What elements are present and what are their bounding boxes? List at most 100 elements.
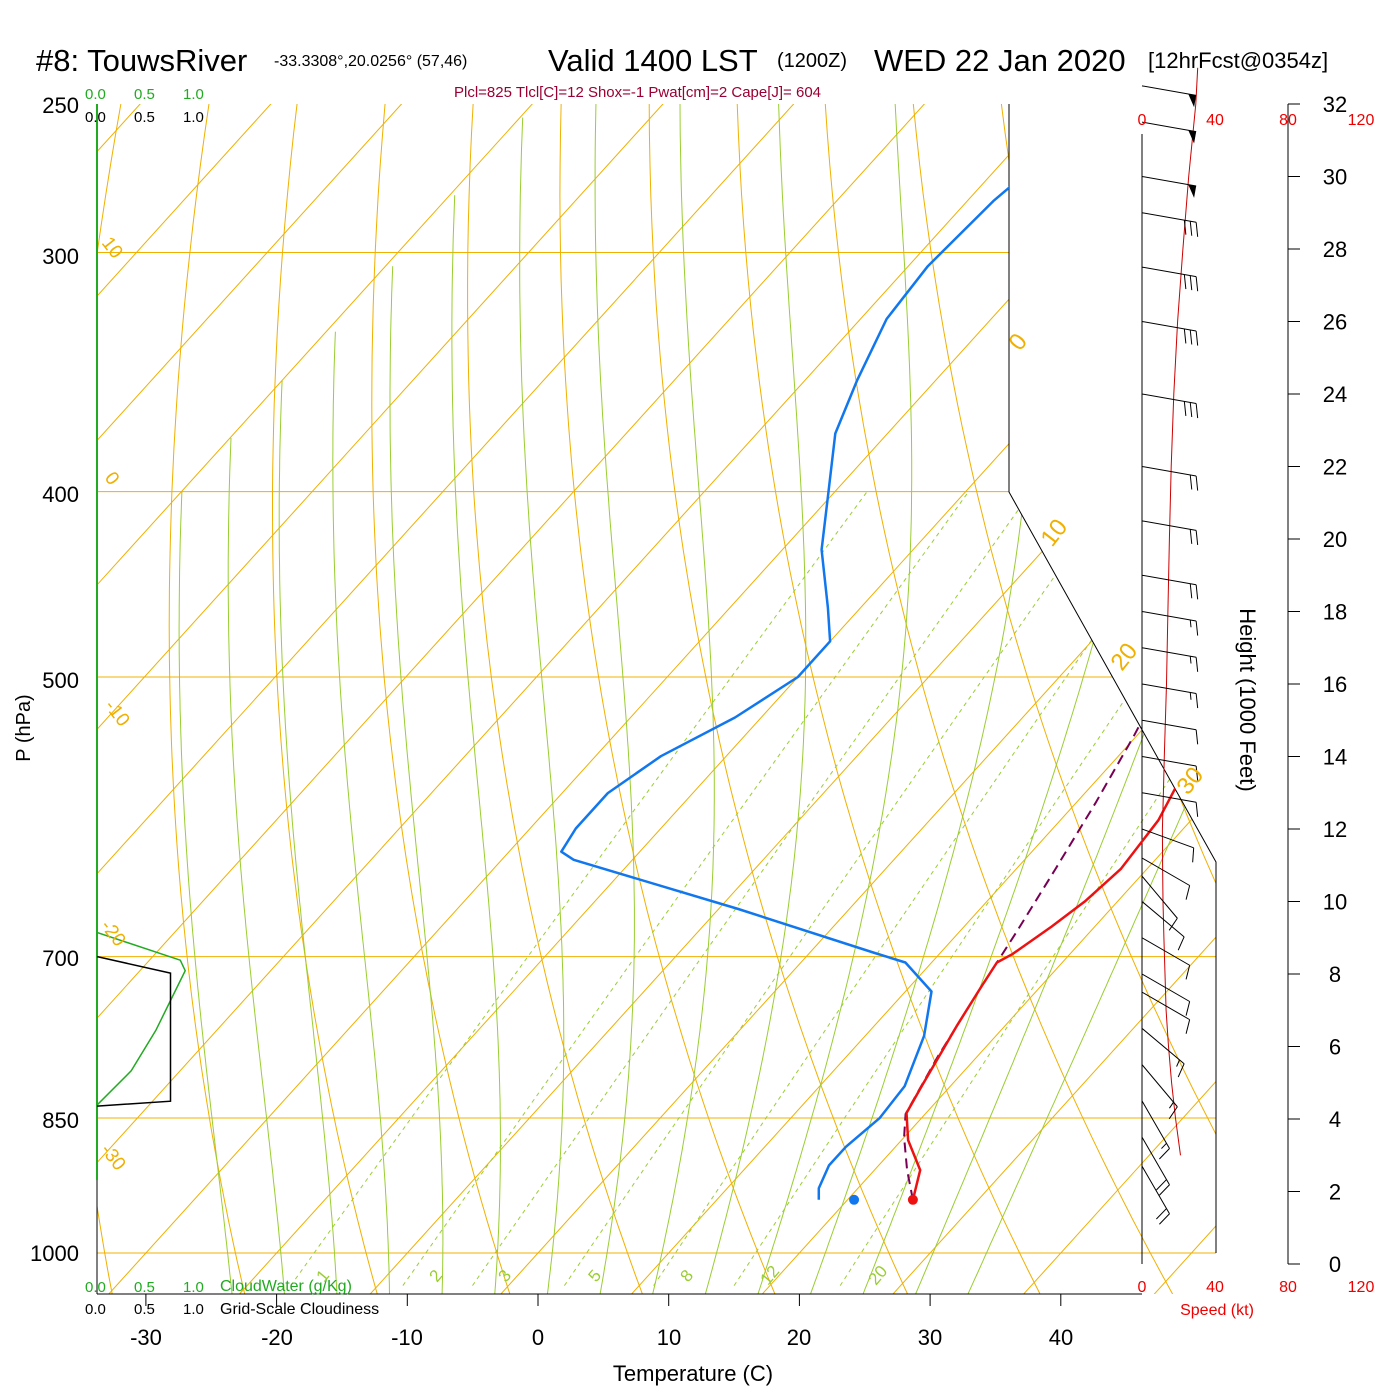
wind-barb-half-flag	[1189, 619, 1192, 628]
y-tick-label: 300	[42, 244, 79, 269]
cloudwater-tick: 1.0	[183, 1279, 204, 1296]
dry-adiabat-line	[467, 104, 646, 1294]
dry-adiabat-line	[822, 104, 1178, 1294]
height-tick-label: 26	[1323, 310, 1347, 335]
isotherm-label: 10	[1035, 514, 1073, 552]
height-tick-label: 12	[1323, 817, 1347, 842]
wind-barb-shaft	[1141, 937, 1190, 966]
temperature-tick-labels: -30 -20 -10 0 10 20 30 40	[130, 1325, 1073, 1350]
y-tick-label: 1000	[30, 1241, 79, 1266]
mixing-ratio-line	[733, 491, 1216, 1286]
wind-barb-shaft	[1141, 792, 1197, 803]
wind-barb-flag	[1195, 657, 1199, 672]
wind-barb-flag	[1183, 401, 1187, 417]
background-reference-lines	[97, 104, 1216, 1294]
wind-barb-flag	[1195, 729, 1199, 745]
moist-adiabat-line	[278, 380, 338, 1294]
wind-barb-flag	[1159, 1213, 1170, 1225]
cloudwater-tick: 0.5	[134, 1279, 155, 1296]
height-axis-label: Height (1000 Feet)	[1235, 608, 1260, 791]
wind-barb-flag	[1195, 693, 1199, 709]
wind-barb-shaft	[1141, 266, 1197, 278]
speed-tick-label: 0	[1138, 112, 1147, 129]
wind-barb-shaft	[1141, 393, 1197, 405]
wind-barb-half-flag	[1189, 692, 1192, 700]
speed-axis-label: Speed (kt)	[1180, 1302, 1254, 1319]
wind-barb-shaft	[1141, 520, 1197, 531]
isotherm-line	[97, 104, 828, 1294]
dry-adiabat-line	[371, 104, 513, 1294]
speed-tick-label: 0	[1138, 1279, 1147, 1296]
cloudiness-profile	[97, 955, 172, 1107]
wind-panel	[1141, 67, 1199, 1225]
wind-barb-shaft	[1141, 574, 1197, 586]
isotherm-label: 10	[97, 233, 127, 263]
isotherm-line	[97, 104, 959, 1294]
wind-barb-shaft	[1141, 901, 1185, 938]
wind-barb-flag	[1195, 403, 1199, 419]
moist-adiabat-line	[594, 104, 635, 1294]
wind-barb-flag	[1185, 1019, 1191, 1034]
isotherm-label: 0	[100, 468, 123, 489]
isotherm-label: -30	[96, 1140, 129, 1175]
height-tick-label: 2	[1329, 1180, 1341, 1205]
wind-barb-shaft	[1141, 1027, 1185, 1065]
isotherm-label: -10	[100, 696, 133, 731]
wind-barb-flag	[1195, 475, 1199, 491]
wind-barb-shaft	[1141, 611, 1197, 622]
wind-barb-half-flag	[1176, 1059, 1180, 1067]
isotherm-line	[97, 104, 305, 1294]
cloudiness-tick: 0.0	[85, 109, 106, 126]
wind-speed-line	[1161, 67, 1199, 1156]
x-tick-label: -30	[130, 1325, 162, 1350]
forecast-date: WED 22 Jan 2020	[874, 43, 1126, 78]
wind-barb-shaft	[1141, 1064, 1178, 1108]
wind-barb-flag	[1156, 1179, 1167, 1191]
dry-adiabat-line	[1170, 104, 1216, 1294]
height-tick-label: 30	[1323, 165, 1347, 190]
wind-barb-flag	[1189, 583, 1193, 599]
speed-tick-labels: 0 40 80 120 0 40 80 120	[1138, 112, 1375, 1296]
isotherm-label: -20	[96, 916, 129, 951]
wind-barb-flag	[1195, 584, 1199, 600]
wind-barb-flag	[1189, 402, 1193, 418]
wind-barb-shaft	[1141, 756, 1197, 767]
isotherm-line	[1016, 104, 1216, 1294]
height-tick-label: 6	[1329, 1035, 1341, 1060]
cloudiness-tick: 0.5	[134, 1301, 155, 1318]
wind-barb-shaft	[1141, 212, 1197, 223]
mixing-ratio-line	[563, 491, 1115, 1286]
stability-indices: Plcl=825 Tlcl[C]=12 Shox=-1 Pwat[cm]=2 C…	[454, 84, 821, 101]
isotherm-line	[1147, 104, 1216, 1294]
cloudiness-label: Grid-Scale Cloudiness	[220, 1301, 379, 1318]
mixing-ratio-line	[290, 491, 868, 1286]
moist-adiabat-line	[702, 104, 807, 1294]
surface-parcel-dewpoint-marker	[849, 1194, 860, 1205]
station-coordinates: -33.3308°,20.0256° (57,46)	[274, 53, 467, 70]
data-lines	[97, 142, 1216, 1205]
moist-adiabat-line	[332, 331, 391, 1294]
x-tick-label: 40	[1049, 1325, 1073, 1350]
y-axis-label: P (hPa)	[13, 694, 35, 761]
isotherm-label: 30	[1171, 762, 1209, 800]
moist-adiabat-line	[389, 266, 444, 1294]
wind-barb-shaft	[1141, 466, 1197, 477]
isotherm-line	[97, 104, 436, 1294]
zulu-time: (1200Z)	[777, 50, 847, 72]
wind-barb-flag	[1195, 765, 1199, 781]
wind-barb-flag	[1168, 1106, 1178, 1120]
dry-adiabat-line	[909, 104, 1216, 1294]
temperature-line	[905, 142, 1216, 1201]
y-tick-label: 400	[42, 482, 79, 507]
wind-barb-half-flag	[1169, 1101, 1174, 1109]
y-tick-label: 700	[42, 946, 79, 971]
height-tick-label: 28	[1323, 237, 1347, 262]
cloudiness-tick: 1.0	[183, 1301, 204, 1318]
valid-time: Valid 1400 LST	[548, 43, 758, 78]
speed-tick-label: 80	[1279, 112, 1297, 129]
cloudwater-label: CloudWater (g/Kg)	[220, 1278, 352, 1295]
wind-barb-shaft	[1141, 973, 1190, 1002]
dry-adiabat-line	[272, 104, 380, 1294]
